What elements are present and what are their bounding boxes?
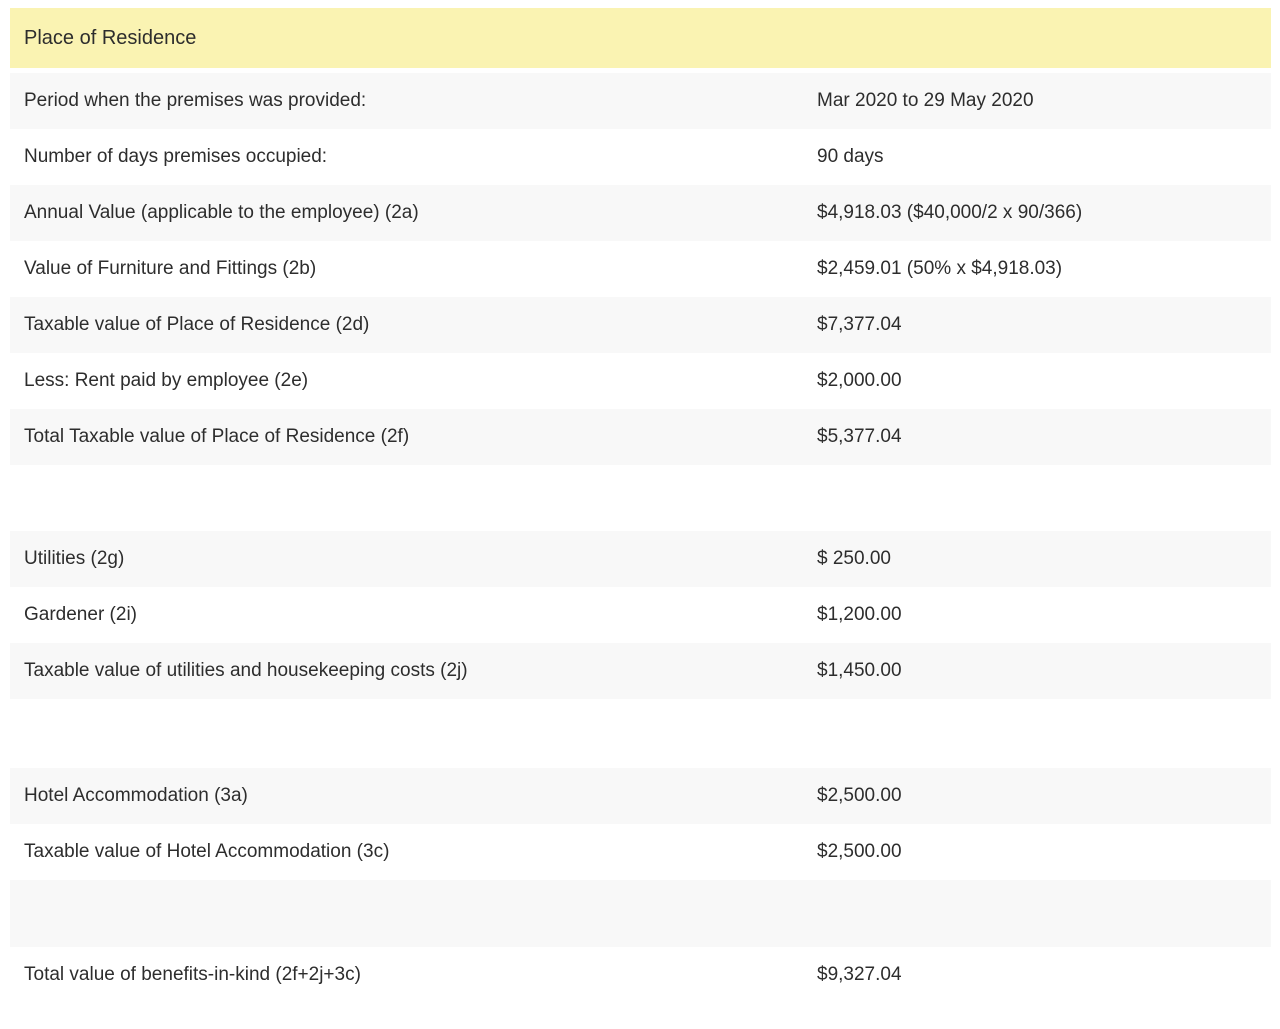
row-label: Annual Value (applicable to the employee… xyxy=(24,202,419,223)
table-row: Total value of benefits-in-kind (2f+2j+3… xyxy=(10,947,1271,1003)
table-row-empty xyxy=(10,880,1271,947)
table-row: Utilities (2g) $ 250.00 xyxy=(10,531,1271,587)
row-value: Mar 2020 to 29 May 2020 xyxy=(817,90,1034,111)
table-row: Taxable value of Place of Residence (2d)… xyxy=(10,297,1271,353)
row-value: $9,327.04 xyxy=(817,964,902,985)
table-row: Taxable value of Hotel Accommodation (3c… xyxy=(10,824,1271,880)
row-value: 90 days xyxy=(817,146,884,167)
table-row: Total Taxable value of Place of Residenc… xyxy=(10,409,1271,465)
row-label: Taxable value of utilities and housekeep… xyxy=(24,660,468,681)
row-label: Hotel Accommodation (3a) xyxy=(24,785,248,806)
row-value: $7,377.04 xyxy=(817,314,902,335)
row-value: $ 250.00 xyxy=(817,548,891,569)
table-body: Period when the premises was provided: Ma… xyxy=(10,73,1271,1003)
table-row: Number of days premises occupied: 90 days xyxy=(10,129,1271,185)
section-header-title: Place of Residence xyxy=(24,26,197,49)
row-value: $2,000.00 xyxy=(817,370,902,391)
row-value: $1,450.00 xyxy=(817,660,902,681)
row-value: $4,918.03 ($40,000/2 x 90/366) xyxy=(817,202,1083,223)
section-gap xyxy=(10,699,1271,768)
row-value: $2,459.01 (50% x $4,918.03) xyxy=(817,258,1063,279)
table-row: Value of Furniture and Fittings (2b) $2,4… xyxy=(10,241,1271,297)
row-label: Less: Rent paid by employee (2e) xyxy=(24,370,309,391)
row-label: Total Taxable value of Place of Residenc… xyxy=(24,426,410,447)
row-label: Number of days premises occupied: xyxy=(24,146,328,167)
row-label: Value of Furniture and Fittings (2b) xyxy=(24,258,317,279)
table-row: Less: Rent paid by employee (2e) $2,000.0… xyxy=(10,353,1271,409)
row-value: $1,200.00 xyxy=(817,604,902,625)
table-row: Period when the premises was provided: Ma… xyxy=(10,73,1271,129)
row-label: Taxable value of Place of Residence (2d) xyxy=(24,314,370,335)
section-header: Place of Residence xyxy=(10,8,1271,68)
row-label: Utilities (2g) xyxy=(24,548,125,569)
row-label: Gardener (2i) xyxy=(24,604,137,625)
table-row: Annual Value (applicable to the employee… xyxy=(10,185,1271,241)
row-label: Total value of benefits-in-kind (2f+2j+3… xyxy=(24,964,361,985)
row-label: Period when the premises was provided: xyxy=(24,90,367,111)
row-label: Taxable value of Hotel Accommodation (3c… xyxy=(24,841,390,862)
section-gap xyxy=(10,465,1271,531)
table-row: Gardener (2i) $1,200.00 xyxy=(10,587,1271,643)
table-row: Taxable value of utilities and housekeep… xyxy=(10,643,1271,699)
benefits-in-kind-table: Place of Residence Period when the premi… xyxy=(10,8,1271,1003)
row-value: $2,500.00 xyxy=(817,841,902,862)
table-row: Hotel Accommodation (3a) $2,500.00 xyxy=(10,768,1271,824)
row-value: $5,377.04 xyxy=(817,426,902,447)
row-value: $2,500.00 xyxy=(817,785,902,806)
